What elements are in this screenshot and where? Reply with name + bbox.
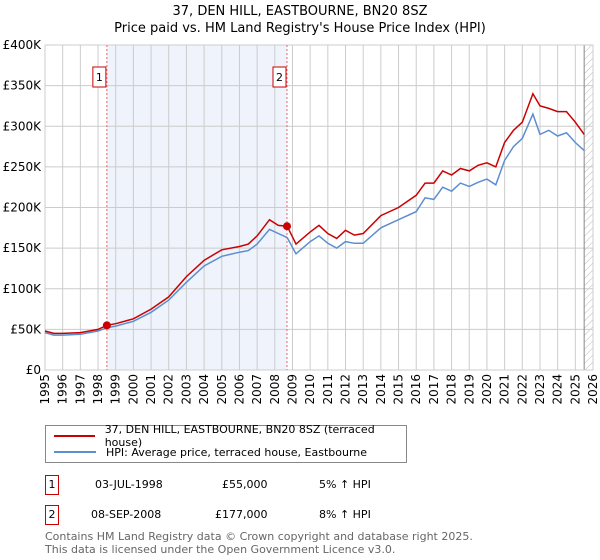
- x-tick-label: 2015: [392, 374, 406, 405]
- x-tick-label: 2000: [126, 374, 140, 405]
- x-tick-label: 2016: [409, 374, 423, 405]
- x-tick-label: 2012: [339, 374, 353, 405]
- y-tick-label: £300K: [3, 119, 43, 133]
- x-tick-label: 2021: [498, 374, 512, 405]
- y-tick-label: £150K: [3, 241, 43, 255]
- x-tick-label: 2014: [374, 374, 388, 405]
- x-tick-label: 2001: [144, 374, 158, 405]
- x-tick-label: 2019: [462, 374, 476, 405]
- footer-line2: This data is licensed under the Open Gov…: [45, 543, 396, 556]
- x-tick-label: 2009: [285, 374, 299, 405]
- legend-blue-line: [54, 451, 96, 453]
- y-tick-label: £400K: [3, 38, 43, 52]
- transaction-badge: 1: [45, 475, 59, 495]
- y-tick-label: £200K: [3, 201, 43, 215]
- x-tick-label: 2011: [321, 374, 335, 405]
- x-tick-label: 2002: [162, 374, 176, 405]
- y-tick-label: £50K: [10, 322, 42, 336]
- transaction-hpi: 5% ↑ HPI: [319, 478, 371, 491]
- x-tick-label: 2005: [215, 374, 229, 405]
- legend-item-hpi: HPI: Average price, terraced house, East…: [54, 444, 367, 460]
- transaction-price: £55,000: [222, 478, 268, 491]
- x-tick-label: 1996: [56, 374, 70, 405]
- x-tick-label: 2018: [445, 374, 459, 405]
- x-tick-label: 2020: [480, 374, 494, 405]
- transaction-price: £177,000: [215, 508, 268, 521]
- chart-title-line1: 37, DEN HILL, EASTBOURNE, BN20 8SZ: [172, 4, 428, 19]
- transaction-date: 03-JUL-1998: [95, 478, 163, 491]
- x-tick-label: 2013: [356, 374, 370, 405]
- x-tick-label: 1997: [73, 374, 87, 405]
- marker-label: 1: [96, 71, 103, 84]
- series-line: [44, 92, 585, 335]
- legend-label-hpi: HPI: Average price, terraced house, East…: [106, 445, 368, 459]
- x-tick-label: 2003: [179, 374, 193, 405]
- sale-point: [283, 222, 292, 231]
- transaction-date: 08-SEP-2008: [91, 508, 162, 521]
- legend-label-property: 37, DEN HILL, EASTBOURNE, BN20 8SZ (terr…: [104, 423, 375, 449]
- x-tick-label: 2024: [551, 374, 565, 405]
- y-tick-label: £100K: [3, 282, 43, 296]
- x-tick-label: 2025: [568, 374, 582, 405]
- marker-badge: [92, 66, 107, 88]
- footer-line1: Contains HM Land Registry data © Crown c…: [45, 530, 473, 543]
- plot-frame: [44, 44, 594, 371]
- x-tick-label: 2006: [232, 374, 246, 405]
- x-tick-label: 1998: [91, 374, 105, 405]
- legend-item-property: 37, DEN HILL, EASTBOURNE, BN20 8SZ (terr…: [54, 423, 406, 449]
- series-line: [44, 112, 585, 336]
- x-tick-label: 1995: [38, 374, 52, 405]
- marker-badge: [272, 66, 287, 88]
- x-tick-label: 2026: [586, 374, 600, 405]
- marker-label: 2: [276, 71, 283, 84]
- chart-legend: 37, DEN HILL, EASTBOURNE, BN20 8SZ (terr…: [45, 423, 407, 463]
- price-chart: 1995 1996 1997 1998 1999 2000 2001 2002 2003 2004…: [3, 38, 600, 405]
- x-tick-label: 1999: [109, 374, 123, 405]
- x-tick-label: 2008: [268, 374, 282, 405]
- footer: Contains HM Land Registry data © Crown c…: [45, 530, 473, 556]
- x-tick-label: 2007: [250, 374, 264, 405]
- transaction-badge: 2: [45, 505, 59, 525]
- y-tick-label: £350K: [3, 79, 43, 93]
- legend-red-line: [54, 435, 95, 437]
- x-tick-label: 2004: [197, 374, 211, 405]
- x-tick-label: 2023: [533, 374, 547, 405]
- chart-subtitle: Price paid vs. HM Land Registry's House …: [114, 21, 486, 36]
- y-tick-label: £0: [26, 363, 41, 377]
- x-tick-label: 2010: [303, 374, 317, 405]
- y-tick-label: £250K: [3, 160, 43, 174]
- transaction-hpi: 8% ↑ HPI: [319, 508, 371, 521]
- x-tick-label: 2022: [515, 374, 529, 405]
- sale-point: [102, 321, 111, 330]
- x-tick-label: 2017: [427, 374, 441, 405]
